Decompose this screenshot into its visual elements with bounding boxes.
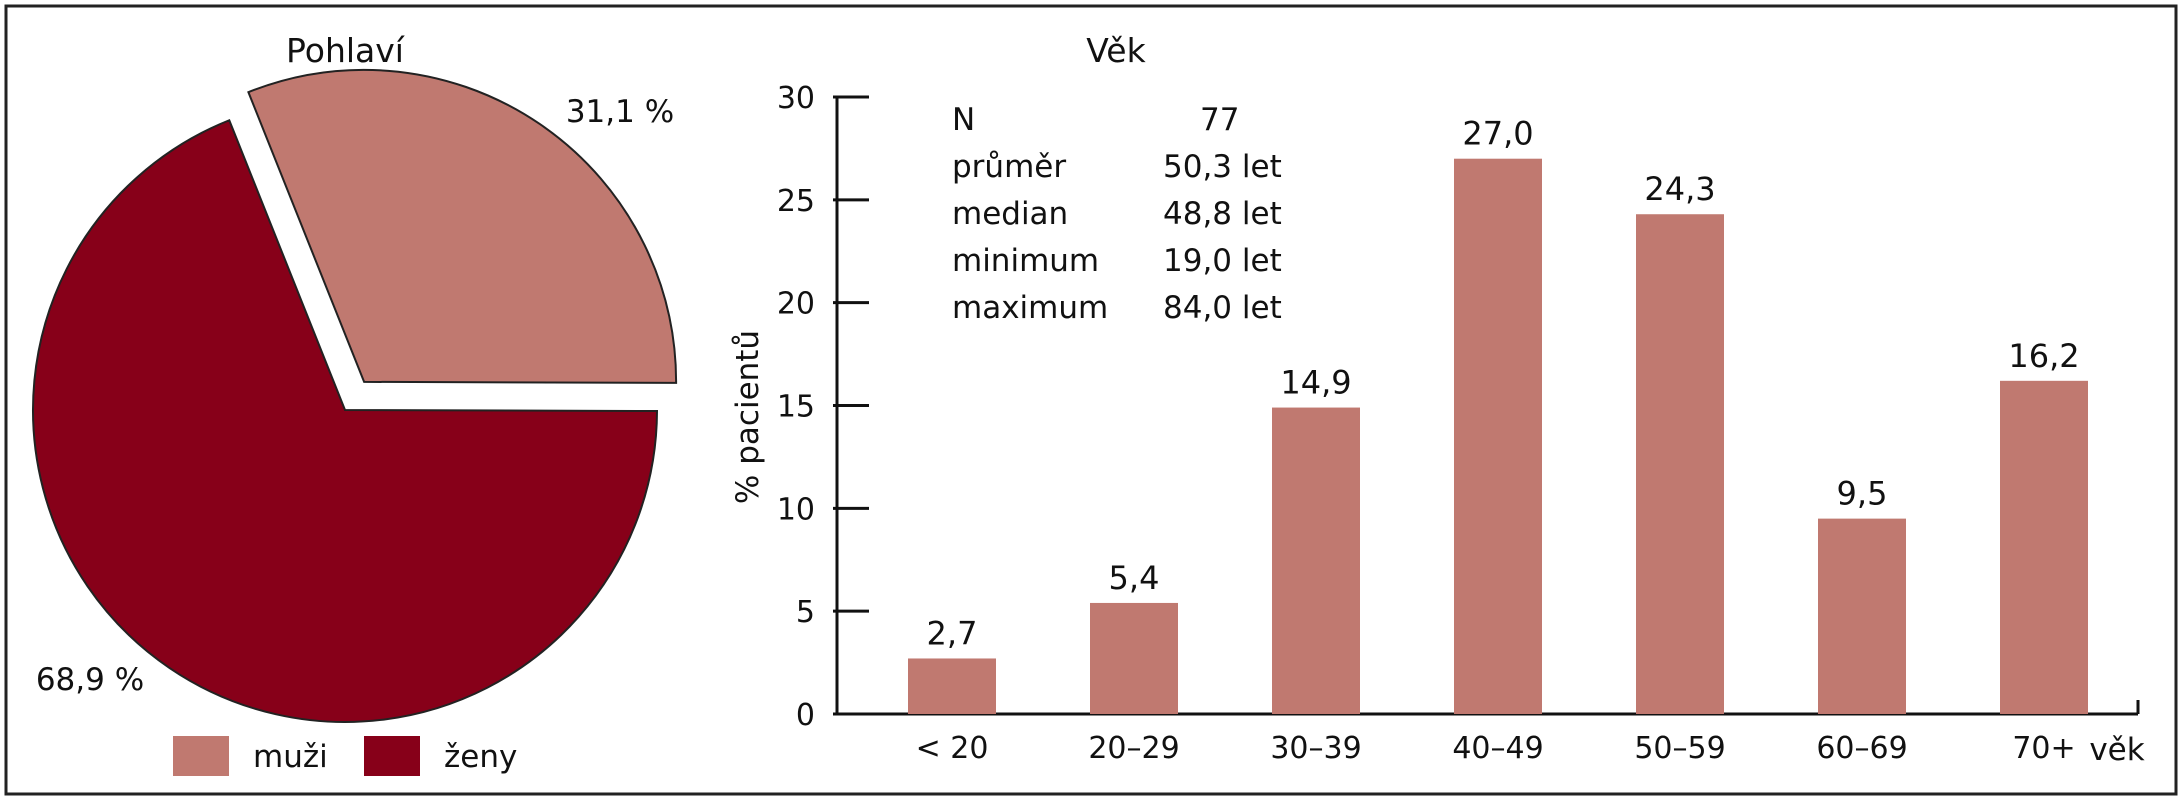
- bar-value-label-0: 2,7: [927, 614, 978, 652]
- stats-label-3: minimum: [952, 243, 1099, 279]
- y-tick-label-10: 10: [777, 492, 815, 527]
- legend-label-muži: muži: [253, 739, 328, 775]
- stats-value-1: 50,3 let: [1163, 149, 1282, 185]
- stats-label-4: maximum: [952, 290, 1108, 326]
- bar-1: [1090, 602, 1178, 714]
- bar-2: [1272, 407, 1360, 714]
- bar-4: [1636, 214, 1724, 715]
- stats-label-2: median: [952, 196, 1068, 232]
- legend-label-ženy: ženy: [444, 739, 517, 775]
- y-axis-label: % pacientů: [730, 330, 766, 504]
- bar-value-label-6: 16,2: [2008, 337, 2079, 375]
- bar-value-label-3: 27,0: [1462, 115, 1533, 153]
- bar-5: [1818, 518, 1906, 714]
- stats-label-1: průměr: [952, 149, 1066, 185]
- y-tick-label-5: 5: [796, 595, 815, 630]
- x-tick-label-5: 60–69: [1816, 731, 1907, 766]
- y-tick-label-15: 15: [777, 390, 815, 425]
- x-tick-label-2: 30–39: [1270, 731, 1361, 766]
- x-tick-label-6: 70+: [2012, 731, 2075, 766]
- bar-3: [1454, 158, 1542, 714]
- bar-0: [908, 658, 996, 714]
- x-tick-label-4: 50–59: [1634, 731, 1725, 766]
- stats-value-0: 77: [1200, 102, 1239, 138]
- y-tick-label-30: 30: [777, 81, 815, 116]
- bar-value-label-2: 14,9: [1280, 364, 1351, 402]
- pie-slice-muži: [247, 68, 678, 384]
- stats-value-4: 84,0 let: [1163, 290, 1282, 326]
- y-tick-label-0: 0: [796, 698, 815, 733]
- legend-swatch-muži: [173, 736, 229, 776]
- x-axis-label: věk: [2089, 732, 2144, 768]
- pie-value-label-muži: 31,1 %: [566, 94, 674, 130]
- bar-value-label-5: 9,5: [1837, 475, 1888, 513]
- pie-value-label-ženy: 68,9 %: [36, 662, 144, 698]
- x-tick-label-1: 20–29: [1088, 731, 1179, 766]
- bar-value-label-4: 24,3: [1644, 170, 1715, 208]
- stats-value-3: 19,0 let: [1163, 243, 1282, 279]
- pie-chart: Pohlaví 31,1 % 68,9 % muži ženy: [32, 31, 678, 776]
- bar-chart: Věk % pacientů věk 0 5 10 15 20 25 30 2,7 < 20 5,…: [730, 31, 2145, 768]
- x-tick-label-0: < 20: [916, 731, 989, 766]
- legend-swatch-ženy: [364, 736, 420, 776]
- pie-slice-ženy: [32, 118, 659, 723]
- bar-6: [2000, 380, 2088, 714]
- bar-value-label-1: 5,4: [1109, 559, 1160, 597]
- y-tick-label-25: 25: [777, 184, 815, 219]
- bar-title: Věk: [1086, 31, 1146, 70]
- y-tick-label-20: 20: [777, 287, 815, 322]
- stats-label-0: N: [952, 102, 975, 138]
- stats-value-2: 48,8 let: [1163, 196, 1282, 232]
- pie-title: Pohlaví: [286, 31, 406, 70]
- x-tick-label-3: 40–49: [1452, 731, 1543, 766]
